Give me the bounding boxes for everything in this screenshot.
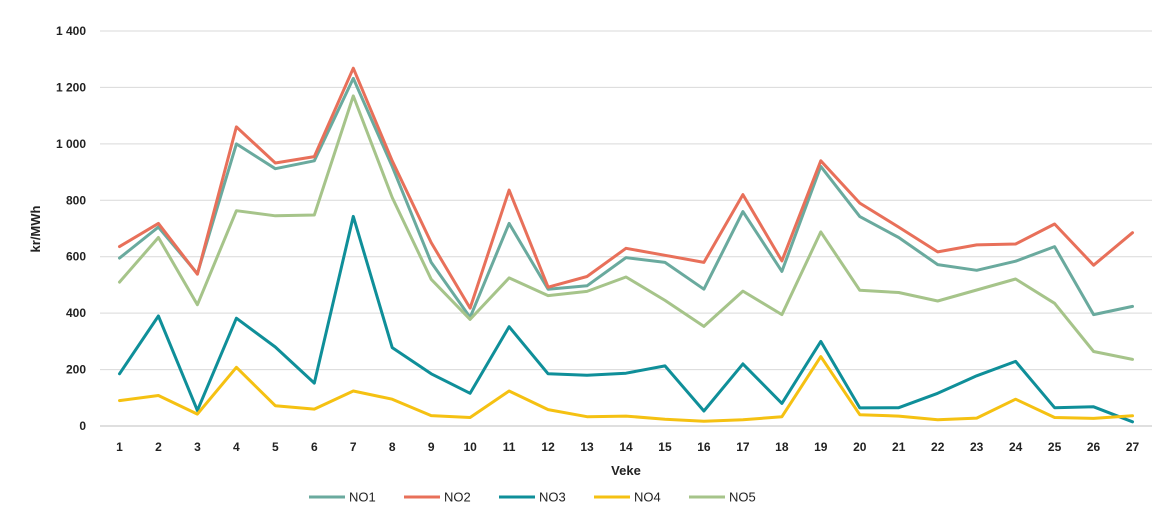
x-tick-label: 7 [350,440,357,454]
x-tick-label: 22 [931,440,945,454]
x-tick-label: 19 [814,440,828,454]
series-line-no4 [118,355,1134,423]
legend-label: NO1 [349,490,376,505]
y-tick-label: 1 400 [56,24,86,38]
x-tick-label: 9 [428,440,435,454]
y-tick-label: 200 [66,363,86,377]
x-tick-label: 10 [463,440,477,454]
x-tick-label: 6 [311,440,318,454]
legend-item-no3: NO3 [499,490,566,505]
series-line-no2 [118,66,1134,310]
x-tick-label: 3 [194,440,201,454]
x-tick-label: 11 [503,440,516,454]
x-tick-label: 15 [658,440,672,454]
legend: NO1 NO2 NO3 NO4 NO5 [309,490,756,505]
x-tick-label: 17 [736,440,750,454]
y-axis-title: kr/MWh [28,205,43,252]
x-tick-label: 4 [233,440,240,454]
x-tick-label: 12 [541,440,555,454]
legend-label: NO4 [634,490,661,505]
x-tick-label: 18 [775,440,789,454]
x-tick-label: 27 [1126,440,1140,454]
x-tick-label: 16 [697,440,711,454]
y-tick-label: 600 [66,250,86,264]
series-line-no3 [118,214,1134,424]
legend-item-no1: NO1 [309,490,376,505]
legend-item-no5: NO5 [689,490,756,505]
series-line-no5 [118,94,1134,361]
x-tick-label: 26 [1087,440,1101,454]
x-axis-title: Veke [611,463,641,478]
x-axis: 1 2 3 4 5 6 7 8 9 10 11 12 13 14 15 16 17 18 19 20 21 22 23 24 2… [100,425,1152,454]
x-tick-label: 1 [116,440,123,454]
x-tick-label: 24 [1009,440,1023,454]
x-tick-label: 25 [1048,440,1062,454]
legend-label: NO2 [444,490,471,505]
legend-item-no4: NO4 [594,490,661,505]
y-tick-label: 400 [66,306,86,320]
x-tick-label: 14 [619,440,633,454]
legend-label: NO3 [539,490,566,505]
y-axis: 0 200 400 600 800 1 000 1 200 1 400 [56,24,86,433]
x-tick-label: 20 [853,440,867,454]
series-lines [118,66,1134,424]
y-tick-label: 1 000 [56,137,86,151]
x-tick-label: 5 [272,440,279,454]
x-tick-label: 2 [155,440,162,454]
series-line-no1 [118,76,1134,319]
x-tick-label: 8 [389,440,396,454]
y-tick-label: 0 [79,419,86,433]
y-tick-label: 800 [66,193,86,207]
y-tick-label: 1 200 [56,80,86,94]
legend-label: NO5 [729,490,756,505]
gridlines [100,30,1152,371]
x-tick-label: 23 [970,440,984,454]
legend-item-no2: NO2 [404,490,471,505]
x-tick-label: 21 [892,440,906,454]
x-tick-label: 13 [580,440,594,454]
